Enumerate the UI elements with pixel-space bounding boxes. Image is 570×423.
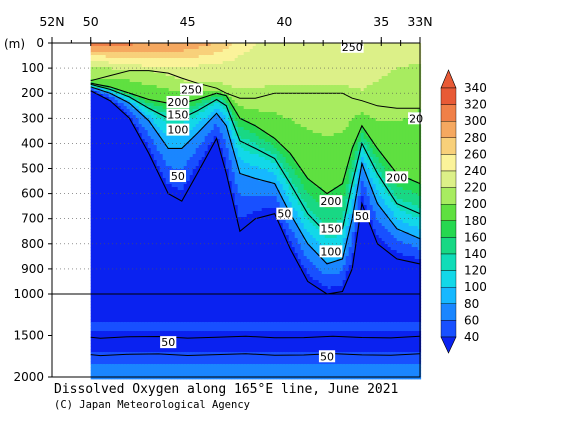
latitude-tick-label: 45 [180, 14, 196, 29]
depth-tick-label: 500 [21, 162, 44, 176]
colorbar-tick-label: 220 [464, 181, 487, 195]
latitude-tick-label: 52N [39, 14, 64, 29]
colorbar-swatch [440, 154, 457, 172]
contour-label: 200 [320, 195, 341, 208]
colorbar-tick-label: 80 [464, 297, 479, 311]
contour-label: 50 [171, 170, 185, 183]
contour-label: 50 [161, 336, 175, 349]
chart-title: Dissolved Oxygen along 165°E line, June … [54, 382, 398, 397]
contour-250 [90, 70, 420, 109]
depth-tick-label: 100 [21, 61, 44, 75]
contour-lines [90, 70, 421, 357]
oxygen-field-raster [90, 43, 422, 380]
contour-100 [90, 86, 421, 265]
depth-tick-label: 2000 [13, 370, 44, 384]
contour-deep-50 [90, 353, 421, 357]
contour-label-bg [385, 171, 409, 184]
contour-label: 50 [277, 208, 291, 221]
colorbar-swatch [440, 303, 457, 321]
contour-label-bg [166, 108, 190, 121]
colorbar-swatch [440, 137, 457, 155]
contour-200 [90, 82, 421, 195]
contour-label: 200 [167, 96, 188, 109]
contour-label: 20 [409, 112, 423, 125]
colorbar-bottom-extension [440, 336, 457, 354]
contour-label-bg [318, 350, 336, 363]
contour-label-bg [340, 40, 364, 53]
contour-50 [90, 90, 421, 295]
colorbar-swatch [440, 120, 457, 138]
contour-label: 50 [320, 350, 334, 363]
colorbar-tick-label: 200 [464, 197, 487, 211]
colorbar-tick-label: 100 [464, 280, 487, 294]
colorbar-tick-label: 160 [464, 230, 487, 244]
contour-label-bg [169, 170, 186, 183]
contour-150 [90, 83, 421, 235]
colorbar-top-extension [440, 69, 457, 89]
latitude-tick-label: 35 [373, 14, 389, 29]
colorbar-swatch [440, 237, 457, 255]
colorbar-swatch [440, 104, 457, 122]
colorbar-tick-label: 60 [464, 313, 479, 327]
colorbar-swatch [440, 320, 457, 338]
colorbar-tick-label: 280 [464, 131, 487, 145]
colorbar-swatch [440, 270, 457, 288]
colorbar-tick-label: 300 [464, 114, 487, 128]
contour-label-bg [166, 95, 190, 108]
colorbar-tick-label: 340 [464, 81, 487, 95]
depth-unit-label: (m) [4, 37, 25, 51]
colorbar-tick-label: 260 [464, 147, 487, 161]
contour-label-bg [166, 123, 190, 136]
contour-label-bg [180, 83, 203, 96]
copyright-credit: (C) Japan Meteorological Agency [54, 399, 250, 411]
axes: 0 100 200 300 400 500 600 700 800 900 1000 1500 2000… [13, 14, 432, 384]
depth-tick-label: 1500 [13, 329, 44, 343]
depth-tick-label: 200 [21, 86, 44, 100]
contour-label-bg [276, 207, 293, 220]
contour-label: 200 [386, 171, 407, 184]
contour-label-bg [353, 210, 370, 223]
contour-label: 100 [320, 245, 341, 258]
contour-label-bg [319, 222, 343, 235]
depth-tick-label: 400 [21, 136, 44, 150]
colorbar-tick-label: 320 [464, 98, 487, 112]
colorbar: 40 60 80 100 120 140 160 180 200 220 240 260 280 300 3… [440, 69, 487, 354]
latitude-tick-label: 50 [83, 14, 99, 29]
contour-label: 250 [342, 41, 363, 54]
colorbar-tick-label: 40 [464, 330, 479, 344]
colorbar-swatch [440, 203, 457, 221]
contour-deep-50 [90, 335, 421, 339]
colorbar-swatch [440, 87, 457, 105]
contour-label: 150 [167, 109, 188, 122]
colorbar-tick-label: 240 [464, 164, 487, 178]
colorbar-swatch [440, 287, 457, 305]
contour-label-bg [319, 195, 343, 208]
colorbar-swatch [440, 170, 457, 188]
depth-tick-label: 900 [21, 262, 44, 276]
colorbar-swatch [440, 187, 457, 205]
colorbar-tick-label: 140 [464, 247, 487, 261]
plot-area [52, 43, 422, 380]
colorbar-swatch [440, 220, 457, 238]
depth-tick-label: 800 [21, 237, 44, 251]
contour-label: 100 [167, 124, 188, 137]
contour-label: 50 [355, 210, 369, 223]
contour-label: 250 [181, 83, 202, 96]
depth-tick-label: 0 [36, 36, 44, 50]
depth-tick-label: 1000 [13, 287, 44, 301]
depth-tick-label: 700 [21, 212, 44, 226]
latitude-tick-label: 33N [407, 14, 432, 29]
contour-label-bg [319, 245, 343, 258]
contour-label: 150 [320, 223, 341, 236]
contour-label-bg [160, 336, 177, 349]
depth-tick-label: 300 [21, 111, 44, 125]
plot-frame [51, 42, 421, 378]
colorbar-tick-label: 120 [464, 264, 487, 278]
latitude-tick-label: 40 [276, 14, 292, 29]
depth-tick-label: 600 [21, 187, 44, 201]
colorbar-tick-label: 180 [464, 214, 487, 228]
colorbar-swatch [440, 253, 457, 271]
